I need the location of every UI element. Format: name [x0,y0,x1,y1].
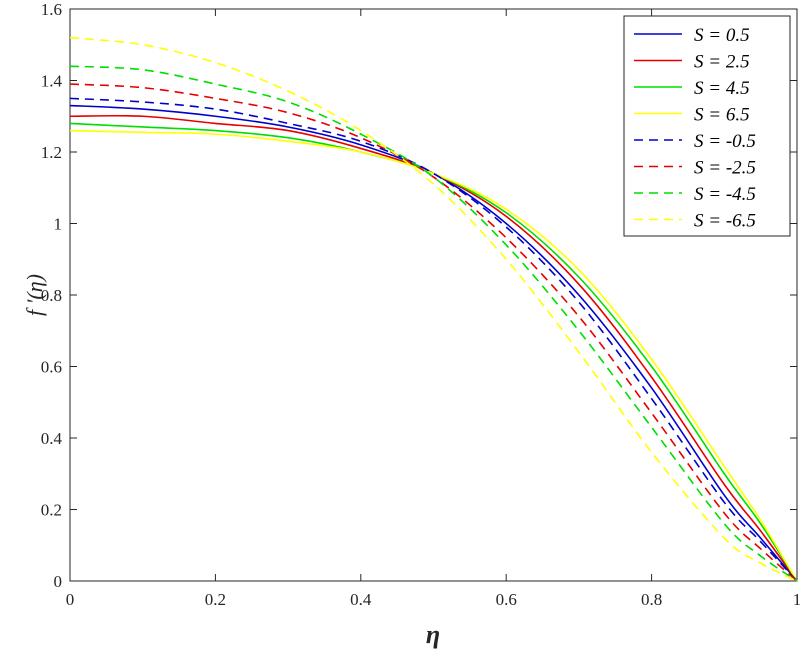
legend-entry: S = 0.5 [694,25,750,46]
x-tick-label: 1 [793,590,800,609]
x-tick-label: 0.8 [641,590,662,609]
x-tick-label: 0 [66,590,75,609]
x-tick-label: 0.2 [205,590,226,609]
y-tick-label: 1.4 [41,72,63,91]
y-axis: 0 0.2 0.4 0.6 0.8 1 1.2 1.4 1.6 [41,0,797,591]
series-line-3 [69,129,798,582]
legend-entry: S = -4.5 [694,184,756,205]
y-tick-label: 1.6 [41,0,62,19]
y-tick-label: 1.2 [41,143,62,162]
legend-box [623,15,791,237]
legend-entry: S = 2.5 [694,52,750,73]
x-axis-label: η [426,620,440,649]
legend: S = 0.5 S = 2.5 S = 4.5 S = 6.5 S = -0.5 S = … [623,15,791,237]
y-tick-label: 0.8 [41,286,62,305]
legend-entry: S = 4.5 [694,78,750,99]
series-lines [69,36,798,582]
legend-entry: S = 6.5 [694,105,750,126]
y-tick-label: 1 [54,215,63,234]
y-tick-label: 0.6 [41,358,62,377]
x-axis: 0 0.2 0.4 0.6 0.8 1 [66,9,800,609]
series-line-0 [69,104,798,582]
legend-entry: S = -2.5 [694,158,756,179]
legend-entry: S = -6.5 [694,211,756,232]
y-tick-label: 0.2 [41,501,62,520]
x-tick-label: 0.6 [496,590,517,609]
y-tick-label: 0.4 [41,429,63,448]
series-line-4 [69,97,798,582]
y-tick-label: 0 [54,572,63,591]
x-tick-label: 0.4 [350,590,372,609]
series-line-2 [69,122,798,582]
y-axis-label: f '(η) [22,274,47,316]
series-line-1 [69,114,798,582]
legend-entry: S = -0.5 [694,131,756,152]
